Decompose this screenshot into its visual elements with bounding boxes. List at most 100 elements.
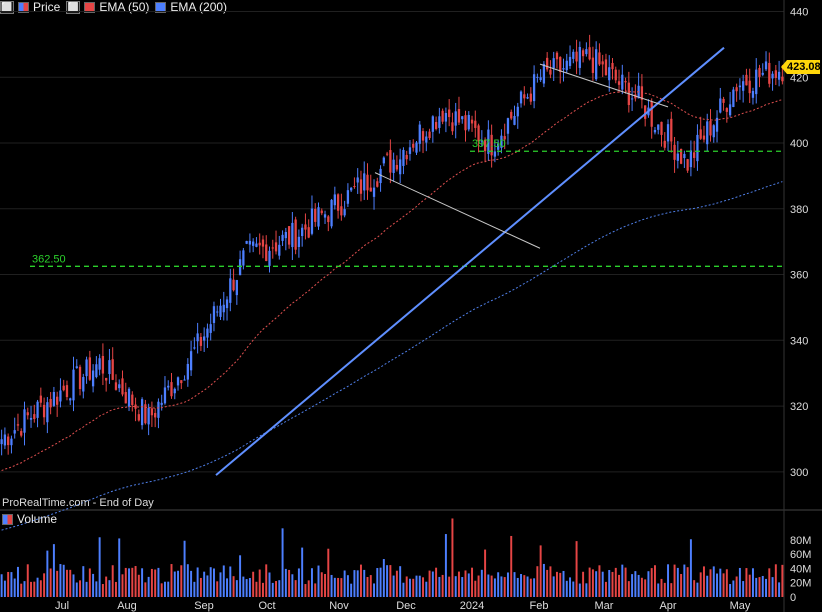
volume-bar <box>72 574 75 597</box>
volume-bar <box>124 567 127 597</box>
volume-bar <box>758 577 761 597</box>
candle-body <box>95 364 98 378</box>
volume-bar <box>23 581 26 597</box>
volume-bar <box>457 571 460 597</box>
candle-body <box>196 333 199 342</box>
volume-bar <box>3 580 6 597</box>
volume-bar <box>653 565 656 597</box>
volume-bar <box>412 578 415 597</box>
volume-bar <box>428 570 431 597</box>
volume-bar <box>92 573 95 597</box>
candle-body <box>372 187 376 197</box>
volume-bar <box>712 566 715 597</box>
volume-bar <box>555 571 558 597</box>
volume-bar <box>621 564 624 597</box>
candle-body <box>75 366 78 369</box>
volume-bar <box>768 568 771 597</box>
candle-body <box>405 154 408 160</box>
volume-bar <box>62 564 65 597</box>
volume-bar <box>141 568 144 597</box>
volume-bar <box>751 568 754 597</box>
volume-bar <box>670 583 673 597</box>
candle-body <box>131 394 134 405</box>
volume-bar <box>75 582 78 597</box>
candle-body <box>252 241 255 246</box>
volume-bar <box>418 575 421 597</box>
candle-body <box>559 56 562 72</box>
volume-bar <box>245 579 248 597</box>
volume-bar <box>549 566 552 597</box>
volume-bar <box>699 572 702 597</box>
candle-body <box>487 129 490 154</box>
candle-body <box>385 153 389 155</box>
volume-bar <box>513 572 516 597</box>
volume-bar <box>405 576 408 597</box>
candle-body <box>85 359 88 377</box>
candle-body <box>7 436 10 446</box>
candle-body <box>157 401 160 418</box>
candle-body <box>350 187 353 191</box>
ema50-line <box>1 90 783 472</box>
candle-body <box>725 108 728 112</box>
volume-bar <box>395 570 398 597</box>
candle-body <box>611 62 614 70</box>
candle-body <box>320 210 323 214</box>
time-tick-label: Aug <box>117 600 137 612</box>
candle-body <box>428 131 431 139</box>
volume-bar <box>131 567 134 597</box>
volume-bar <box>43 573 46 597</box>
volume-bar <box>477 575 480 597</box>
volume-bar <box>229 566 232 597</box>
volume-bar <box>676 567 679 597</box>
volume-bar <box>598 565 601 597</box>
window-control-icon[interactable]: ⬜ <box>0 0 14 14</box>
volume-bar <box>542 563 545 597</box>
volume-bar <box>742 581 745 597</box>
volume-bar <box>484 549 487 597</box>
volume-bar <box>356 570 359 597</box>
candle-body <box>608 67 611 81</box>
candle-body <box>232 279 235 291</box>
volume-bar <box>79 580 82 597</box>
volume-bar <box>353 570 356 597</box>
candle-body <box>474 120 477 128</box>
volume-bar <box>49 568 52 597</box>
volume-bar <box>618 574 621 597</box>
volume-bar <box>294 580 297 597</box>
time-tick-label: Feb <box>530 600 549 612</box>
volume-bar <box>575 541 578 597</box>
volume-bar <box>121 574 124 597</box>
candle-body <box>229 278 232 303</box>
candle-body <box>660 121 663 135</box>
candle-body <box>356 177 359 183</box>
candle-body <box>189 351 193 371</box>
candle-body <box>255 243 258 247</box>
price-tick-label: 300 <box>790 467 808 479</box>
candle-body <box>212 306 216 323</box>
volume-bar <box>493 578 496 597</box>
volume-bar <box>487 574 490 597</box>
volume-bar <box>16 566 19 597</box>
candle-body <box>621 74 624 90</box>
volume-bar <box>160 583 163 597</box>
volume-bar <box>516 577 519 597</box>
candle-body <box>395 164 399 170</box>
volume-bar <box>275 581 278 597</box>
volume-bar <box>657 583 660 597</box>
candle-body <box>451 122 454 132</box>
candle-body <box>699 129 702 139</box>
volume-bar <box>95 581 98 597</box>
volume-tick-label: 40M <box>790 563 811 575</box>
candle-body <box>16 424 20 426</box>
volume-bar <box>193 581 196 597</box>
volume-bar <box>373 583 376 597</box>
volume-bar <box>667 564 670 597</box>
window-control-icon[interactable]: ⬜ <box>66 0 81 14</box>
volume-bar <box>454 576 457 597</box>
candle-body <box>751 90 755 98</box>
volume-bar <box>30 581 33 597</box>
candle-body <box>121 378 124 395</box>
candle-body <box>702 135 706 140</box>
candle-body <box>575 51 578 62</box>
